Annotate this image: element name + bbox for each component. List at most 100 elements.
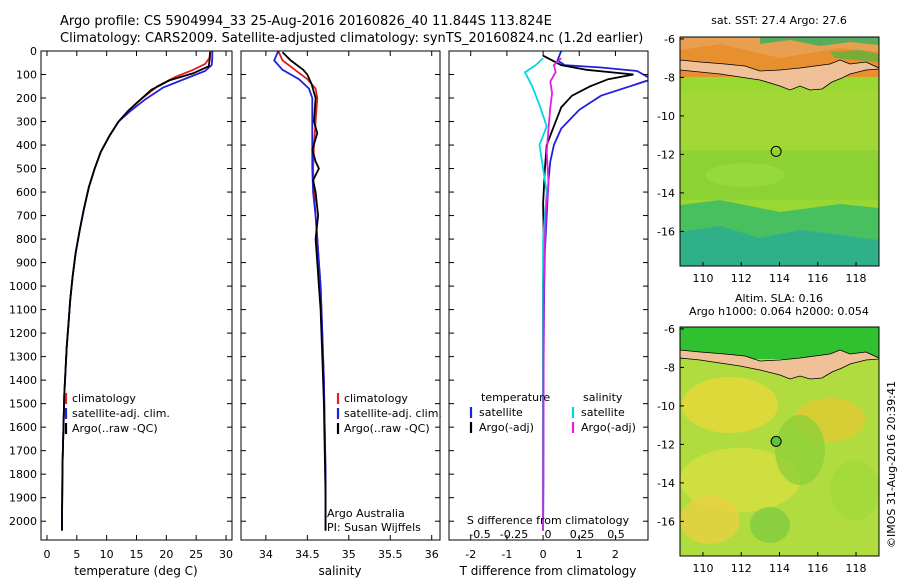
- difference-axes: -2 -1 0 1 2: [449, 50, 648, 561]
- legend-entry: Argo(-adj): [479, 421, 534, 434]
- y-tick-label: 700: [16, 210, 37, 223]
- x-tick-label: 34.5: [295, 548, 320, 561]
- map-x-tick-label: 112: [731, 272, 752, 285]
- y-tick-label: 1700: [9, 445, 37, 458]
- y-tick-label: 200: [16, 92, 37, 105]
- series-line-salinity-satellite: [523, 57, 548, 531]
- y-tick-label: 0: [30, 45, 37, 58]
- salinity-axes: 34 34.5 35 35.5 36: [241, 50, 440, 561]
- y-tick-label: 400: [16, 139, 37, 152]
- y-tick-label: 1400: [9, 374, 37, 387]
- x-tick-label: 10: [100, 548, 114, 561]
- y-tick-label: 1900: [9, 492, 37, 505]
- series-line-salinity-argo-adj-: [542, 57, 562, 531]
- x-tick-label: 25: [189, 548, 203, 561]
- difference-profile-panel: -2 -1 0 1 2 T difference from climatology S …: [448, 50, 649, 578]
- legend-entry: satellite-adj. clim.: [344, 407, 442, 420]
- temperature-x-label: temperature (deg C): [74, 564, 197, 578]
- legend-entry: Argo(..raw -QC): [72, 422, 158, 435]
- map-y-tick-label: -10: [657, 400, 675, 413]
- y-tick-label: 1600: [9, 421, 37, 434]
- temperature-axes: 0 5 10 15 20 25 300100200300400500600700800900…: [9, 45, 233, 561]
- salinity-axes-frame: [240, 50, 441, 541]
- salinity-profile-panel: 34 34.5 35 35.5 36 salinity climatology satel…: [240, 50, 442, 578]
- map-x-tick-label: 112: [731, 562, 752, 575]
- legend-entry: climatology: [72, 392, 136, 405]
- x-tick-label: 35: [342, 548, 356, 561]
- x-tick-label: 0: [43, 548, 50, 561]
- imos-credit: ©IMOS 31-Aug-2016 20:39:41: [885, 381, 898, 548]
- sla-map-panel: Altim. SLA: 0.16 Argo h1000: 0.064 h2000…: [657, 292, 880, 575]
- y-tick-label: 1200: [9, 327, 37, 340]
- x-tick-label: 34: [259, 548, 273, 561]
- argo-position-marker: [770, 435, 782, 447]
- map-y-tick-label: -6: [664, 323, 675, 336]
- map-y-tick-label: -6: [664, 33, 675, 46]
- map-x-tick-label: 116: [807, 562, 828, 575]
- salinity-legend: climatology satellite-adj. clim. Argo(..ra…: [336, 392, 442, 435]
- series-line-satellite-adj-clim-: [61, 51, 214, 531]
- y-tick-label: 500: [16, 163, 37, 176]
- map-y-tick-label: -8: [664, 71, 675, 84]
- sst-heatmap: [680, 37, 879, 266]
- series-line-satellite-adj-clim-: [273, 51, 327, 531]
- figure-title-line2: Climatology: CARS2009. Satellite-adjuste…: [60, 31, 643, 46]
- series-line-satellite: [542, 51, 648, 531]
- temperature-legend: climatology satellite-adj. clim. Argo(..ra…: [64, 392, 170, 435]
- y-tick-label: 900: [16, 257, 37, 270]
- x-tick-label: 30: [219, 548, 233, 561]
- y-tick-label: 1800: [9, 468, 37, 481]
- salinity-x-label: salinity: [318, 564, 361, 578]
- difference-axes-frame: [448, 50, 649, 541]
- s-difference-tick-label: 0.25: [570, 528, 595, 541]
- t-difference-x-label: T difference from climatology: [459, 564, 637, 578]
- temperature-axes-frame: [40, 50, 233, 541]
- x-tick-label: 0: [540, 548, 547, 561]
- y-tick-label: 1000: [9, 280, 37, 293]
- argo-position-marker: [770, 145, 782, 157]
- sla-map-title-line2: Argo h1000: 0.064 h2000: 0.054: [689, 305, 869, 318]
- s-difference-tick-label: -0.25: [500, 528, 528, 541]
- map-y-tick-label: -12: [657, 148, 675, 161]
- series-line-climatology: [61, 51, 212, 531]
- y-tick-label: 1300: [9, 351, 37, 364]
- temperature-profile-panel: 0 5 10 15 20 25 300100200300400500600700800900…: [9, 45, 233, 578]
- sla-map-title-line1: Altim. SLA: 0.16: [735, 292, 823, 305]
- legend-entry: satellite-adj. clim.: [72, 407, 170, 420]
- s-difference-label: S difference from climatology: [467, 514, 630, 527]
- sla-heatmap: [680, 327, 879, 556]
- s-difference-tick-label: -0.5: [469, 528, 490, 541]
- x-tick-label: -2: [465, 548, 476, 561]
- difference-legend: temperature satellite Argo(-adj) salinity sa…: [469, 391, 636, 541]
- map-x-tick-label: 118: [846, 272, 867, 285]
- series-line-argo-raw-qc-: [61, 52, 211, 531]
- legend-group-title: temperature: [481, 391, 550, 404]
- map-x-tick-label: 110: [692, 562, 713, 575]
- x-tick-label: 5: [73, 548, 80, 561]
- y-tick-label: 1100: [9, 304, 37, 317]
- x-tick-label: 2: [612, 548, 619, 561]
- legend-entry: climatology: [344, 392, 408, 405]
- legend-entry: Argo(..raw -QC): [344, 422, 430, 435]
- figure-title-line1: Argo profile: CS 5904994_33 25-Aug-2016 …: [60, 14, 552, 29]
- y-tick-label: 2000: [9, 515, 37, 528]
- difference-series: [523, 51, 648, 531]
- sst-map-axes: 110 112 114 116 118 -6 -8 -10 -12 -14 -16: [657, 33, 867, 285]
- legend-entry: satellite: [479, 406, 523, 419]
- x-tick-label: 20: [159, 548, 173, 561]
- argo-australia-annotation: Argo Australia: [327, 507, 405, 520]
- x-tick-label: 35.5: [378, 548, 403, 561]
- map-x-tick-label: 114: [769, 272, 790, 285]
- x-tick-label: 36: [425, 548, 439, 561]
- y-tick-label: 100: [16, 69, 37, 82]
- sst-map-panel: sat. SST: 27.4 Argo: 27.6 110 112 114 116 11…: [657, 14, 880, 285]
- x-tick-label: -1: [501, 548, 512, 561]
- sst-map-title: sat. SST: 27.4 Argo: 27.6: [711, 14, 847, 27]
- s-difference-tick-label: 0: [545, 528, 552, 541]
- y-tick-label: 800: [16, 233, 37, 246]
- legend-entry: Argo(-adj): [581, 421, 636, 434]
- legend-group-title: salinity: [583, 391, 623, 404]
- map-y-tick-label: -14: [657, 187, 675, 200]
- y-tick-label: 1500: [9, 398, 37, 411]
